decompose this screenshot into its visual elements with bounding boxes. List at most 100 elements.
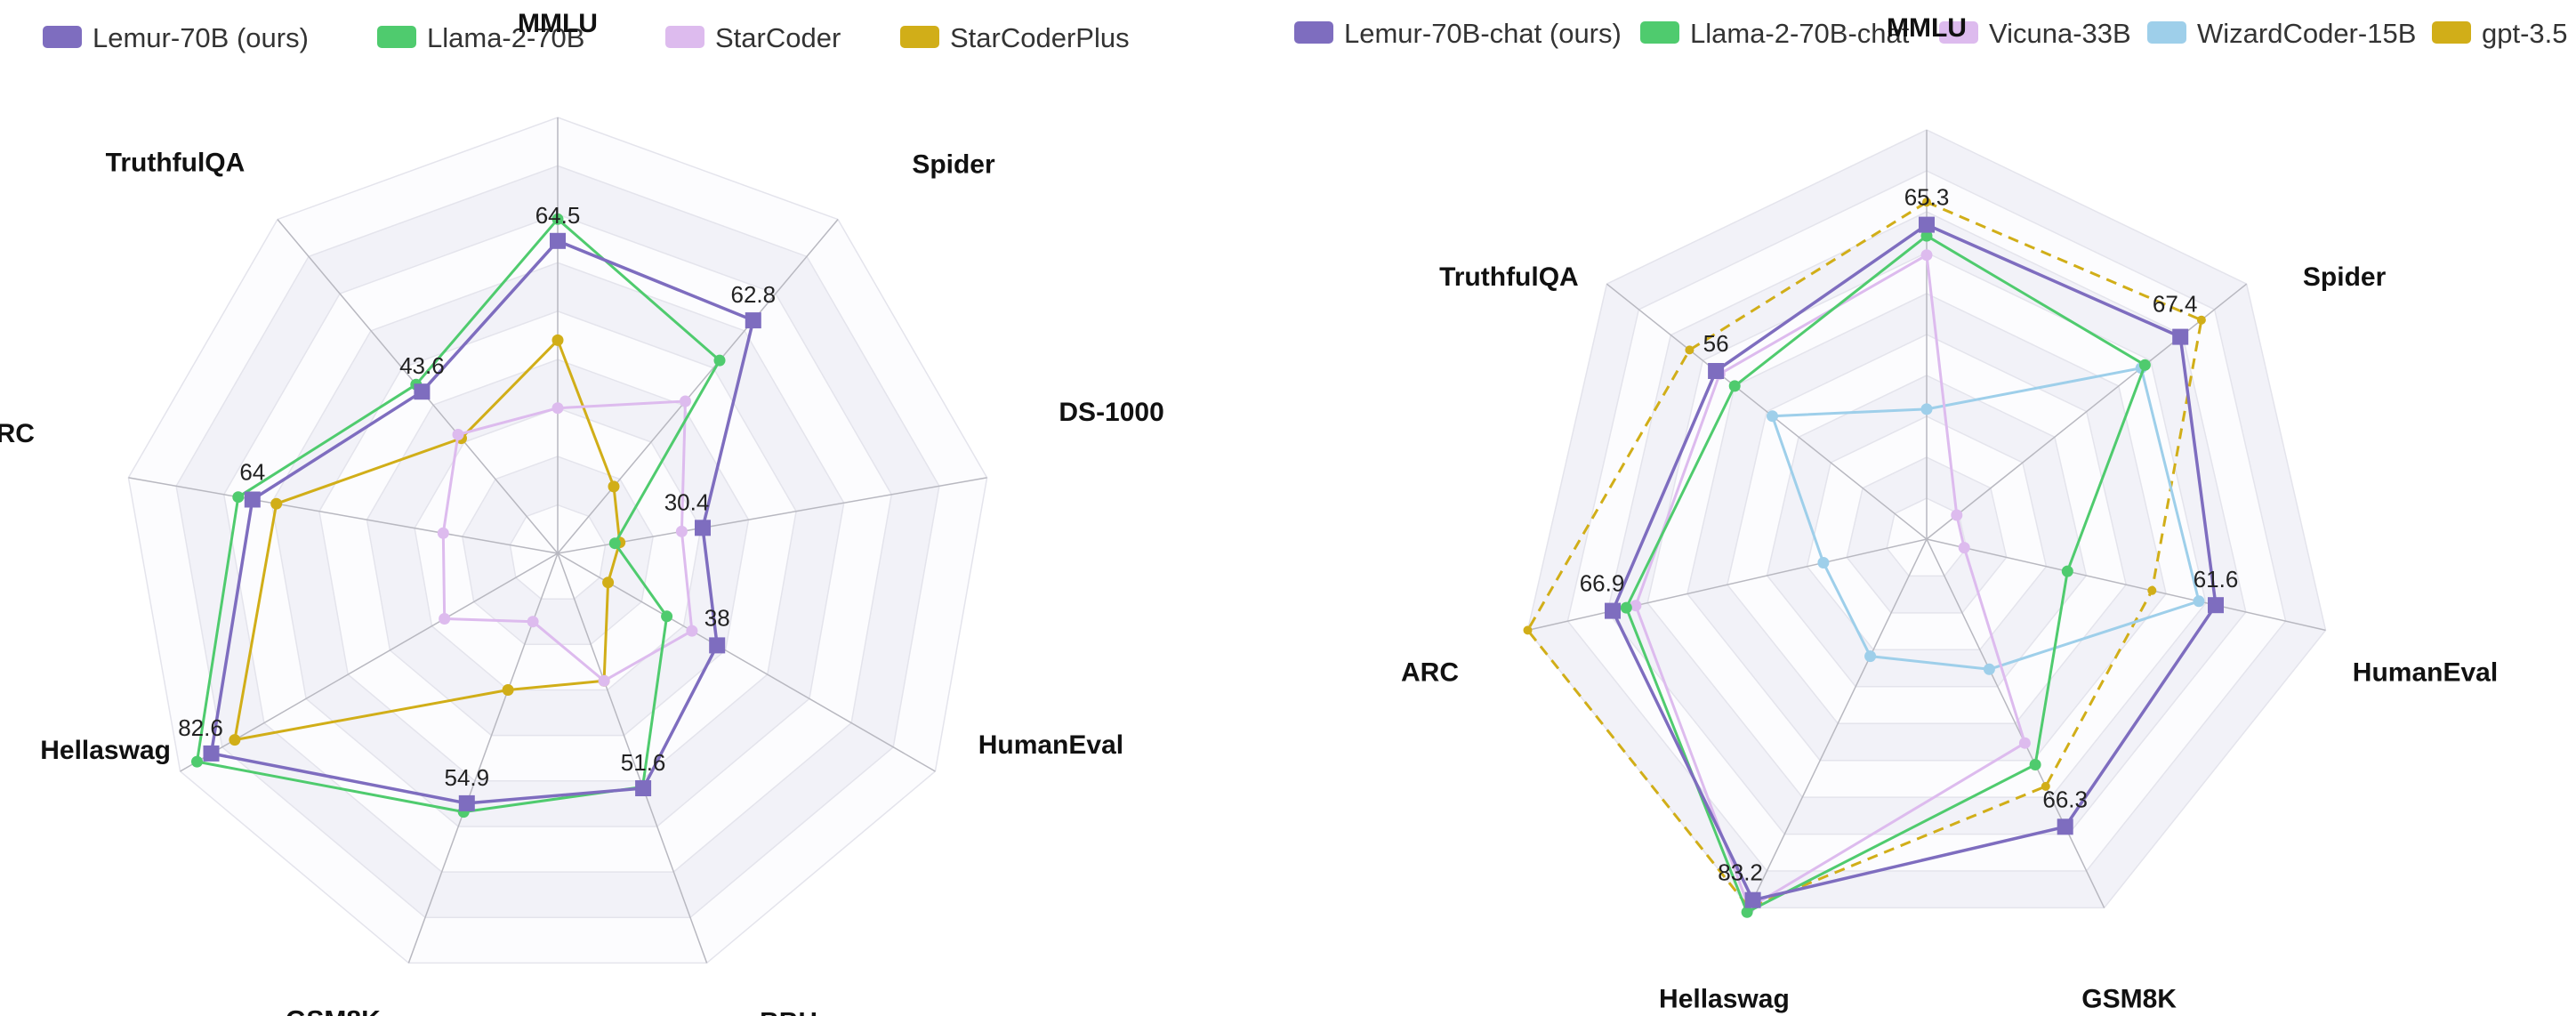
legend-item-gpt-3-5[interactable]: gpt-3.5: [2432, 18, 2568, 49]
data-point: [713, 354, 726, 367]
axis-spoke: [1527, 538, 1928, 632]
value-labels: 65.3 67.4 61.6 66.3 83.2 66.9 56: [1580, 184, 2239, 886]
series-line: [1611, 222, 2218, 902]
data-point: [2041, 781, 2050, 791]
data-point: [1620, 601, 1632, 614]
series-llama-2-70b-chat: [1620, 230, 2151, 918]
data-point: [2208, 597, 2224, 614]
value-label: 61.6: [2194, 566, 2239, 593]
legend-label: WizardCoder-15B: [2197, 18, 2416, 49]
axis-labels: MMLU Spider DS-1000 HumanEval BBH GSM8K Hellas…: [0, 9, 1164, 1016]
axis-label-spider: Spider: [2303, 262, 2387, 292]
legend-swatch: [665, 26, 704, 48]
data-point: [244, 491, 261, 508]
axis-label-hellaswag: Hellaswag: [40, 736, 171, 765]
legend-label: Lemur-70B-chat (ours): [1344, 18, 1622, 49]
series-lemur-70b-ours: [203, 232, 761, 811]
legend-item-lemur-70b-chat-ours[interactable]: Lemur-70B-chat (ours): [1294, 18, 1622, 49]
axis-labels: MMLU Spider HumanEval GSM8K Hellaswag ARC Trut…: [1401, 13, 2498, 1013]
data-point: [1708, 363, 1725, 379]
data-point: [608, 480, 620, 493]
value-label: 56: [1703, 330, 1729, 357]
data-point: [414, 383, 431, 400]
axis-label-spider: Spider: [912, 150, 995, 180]
data-point: [551, 402, 564, 415]
data-point: [1983, 663, 1995, 675]
series-line: [209, 239, 755, 805]
legend-right: Lemur-70B-chat (ours) Llama-2-70B-chat Vic…: [1294, 18, 2568, 49]
value-label: 66.9: [1580, 570, 1625, 597]
legend-item-starcoderplus[interactable]: StarCoderPlus: [900, 22, 1130, 53]
data-point: [1920, 230, 1933, 242]
legend-swatch: [377, 26, 416, 48]
data-point: [1922, 198, 1931, 207]
axis-label-truthfulqa: TruthfulQA: [1439, 262, 1579, 292]
data-point: [661, 610, 673, 623]
data-point: [2057, 818, 2073, 835]
axis-spoke: [1606, 283, 1928, 540]
series-line: [233, 338, 622, 742]
data-point: [1741, 906, 1753, 918]
data-point: [608, 537, 621, 550]
legend-item-starcoder[interactable]: StarCoder: [665, 22, 841, 53]
series-line: [196, 217, 721, 814]
axis-spoke: [557, 477, 987, 554]
series-line: [1526, 200, 2203, 909]
value-label: 30.4: [664, 488, 710, 515]
data-point: [1920, 403, 1933, 415]
data-point: [203, 745, 220, 762]
data-point: [458, 794, 475, 811]
axis-label-gsm8k: GSM8K: [2081, 984, 2177, 1013]
axis-label-truthfulqa: TruthfulQA: [106, 149, 246, 178]
legend-label: StarCoder: [715, 22, 841, 53]
legend-item-llama-2-70b[interactable]: Llama-2-70B: [377, 22, 584, 53]
legend-swatch: [900, 26, 939, 48]
series-line: [1624, 234, 2146, 914]
legend-label: gpt-3.5: [2482, 18, 2568, 49]
data-point: [550, 232, 566, 249]
legend-swatch: [43, 26, 82, 48]
legend-label: Vicuna-33B: [1989, 18, 2131, 49]
axis-spoke: [1926, 283, 2248, 540]
legend-label: Llama-2-70B: [427, 22, 584, 53]
data-point: [1920, 249, 1933, 262]
data-point: [709, 637, 726, 654]
data-point: [1523, 625, 1533, 635]
axis-label-humaneval: HumanEval: [2353, 657, 2498, 687]
value-label: 54.9: [444, 764, 489, 791]
legend-label: Lemur-70B (ours): [93, 22, 309, 53]
data-point: [602, 577, 615, 589]
axis-label-hellaswag: Hellaswag: [1659, 984, 1790, 1013]
data-point: [695, 520, 711, 536]
legend-swatch: [1939, 21, 1978, 44]
legend-item-lemur-70b-ours[interactable]: Lemur-70B (ours): [43, 22, 309, 53]
legend-item-vicuna-33b[interactable]: Vicuna-33B: [1939, 18, 2131, 49]
value-label: 62.8: [730, 281, 776, 308]
axis-label-mmlu: MMLU: [1887, 13, 1967, 43]
legend-label: Llama-2-70B-chat: [1690, 18, 1910, 49]
axis-label-arc: ARC: [1401, 657, 1459, 687]
value-label: 67.4: [2153, 291, 2198, 318]
value-label: 51.6: [621, 749, 666, 776]
series-starcoder: [437, 395, 698, 687]
axis-spoke: [128, 477, 559, 554]
data-point: [270, 497, 283, 510]
data-point: [527, 616, 539, 628]
legend-item-llama-2-70b-chat[interactable]: Llama-2-70B-chat: [1640, 18, 1910, 49]
legend-swatch: [1640, 21, 1679, 44]
axis-spoke: [1926, 538, 2105, 908]
data-point: [680, 395, 691, 407]
data-point: [2147, 585, 2157, 595]
axis-spoke: [557, 552, 708, 964]
data-point: [675, 525, 688, 537]
series-lemur-70b-chat-ours: [1605, 216, 2224, 908]
data-point: [502, 684, 514, 696]
data-point: [686, 625, 698, 637]
legend-item-wizardcoder-15b[interactable]: WizardCoder-15B: [2147, 18, 2416, 49]
series-llama-2-70b: [191, 213, 726, 818]
data-point: [2029, 759, 2041, 770]
axis-spoke: [180, 552, 559, 772]
axis-label-bbh: BBH: [760, 1007, 817, 1016]
data-point: [1958, 542, 1970, 554]
